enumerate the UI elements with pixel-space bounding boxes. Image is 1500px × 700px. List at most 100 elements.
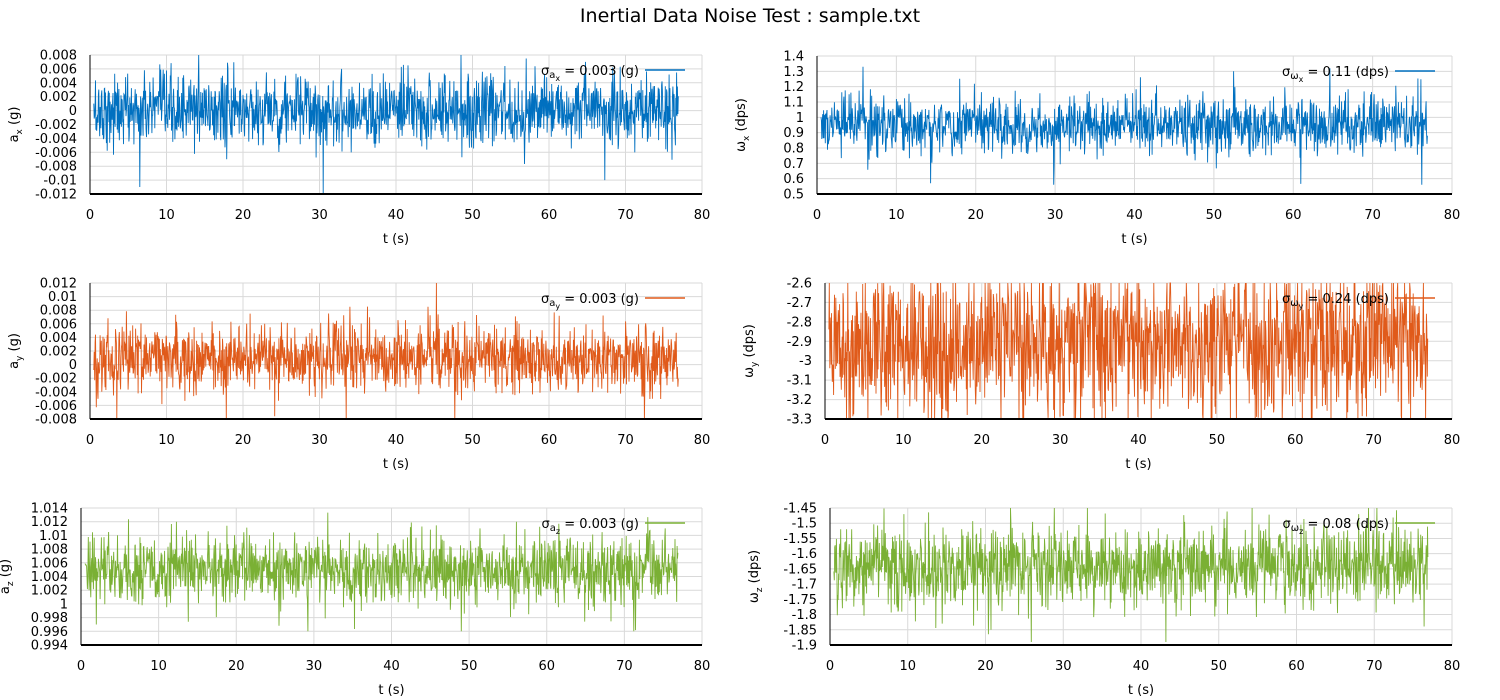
x-tick-label: 50: [464, 433, 481, 448]
x-axis-label: t (s): [1125, 457, 1151, 472]
x-tick-label: 80: [1444, 433, 1461, 448]
y-axis-label: ωy (dps): [742, 324, 760, 378]
legend-label: σay = 0.003 (g): [541, 292, 639, 311]
x-tick-label: 20: [235, 433, 252, 448]
series-line: [820, 66, 1428, 185]
x-tick-label: 30: [311, 433, 328, 448]
legend: σaz = 0.003 (g): [542, 517, 685, 536]
y-tick-label: 1: [796, 111, 804, 126]
legend-label: σωy = 0.24 (dps): [1282, 292, 1389, 311]
y-tick-label: -3.2: [787, 393, 812, 408]
y-tick-label: 0.9: [783, 126, 804, 141]
y-tick-label: 0.6: [783, 172, 804, 187]
y-tick-label: 0.998: [31, 611, 68, 626]
x-tick-label: 50: [461, 659, 478, 674]
x-tick-label: 60: [1285, 208, 1302, 223]
legend: σωx = 0.11 (dps): [1282, 65, 1435, 84]
y-tick-label: 1.004: [31, 570, 68, 585]
y-tick-label: 1.012: [31, 515, 68, 530]
x-tick-label: 60: [1287, 433, 1304, 448]
y-tick-label: 0.002: [40, 345, 77, 360]
x-tick-label: 0: [86, 208, 94, 223]
x-tick-label: 10: [150, 659, 167, 674]
subplot-ay: 0 10 20 30 40 50 60 70 80 -0.008-0.006-0.004-0.00…: [7, 277, 710, 473]
subplot-az: 0 10 20 30 40 50 60 70 800.9940.9960.99811.0021.…: [0, 502, 710, 699]
x-tick-label: 80: [694, 659, 711, 674]
x-tick-label: 70: [617, 208, 634, 223]
y-tick-label: 1.01: [39, 529, 68, 544]
y-axis-label: az (g): [0, 559, 16, 594]
y-axis-label: ωz (dps): [747, 550, 765, 603]
x-tick-label: 70: [1366, 659, 1383, 674]
y-tick-label: -0.008: [35, 160, 77, 175]
series-line: [93, 54, 679, 195]
x-tick-label: 10: [158, 433, 175, 448]
y-tick-label: -3: [799, 354, 812, 369]
x-tick-label: 10: [158, 208, 175, 223]
x-axis-label: t (s): [383, 457, 409, 472]
y-tick-label: -2.6: [787, 277, 812, 292]
y-tick-label: -0.01: [43, 174, 77, 189]
x-tick-label: 0: [77, 659, 85, 674]
y-tick-label: -0.002: [35, 118, 77, 133]
x-tick-label: 50: [1209, 433, 1226, 448]
x-tick-label: 30: [306, 659, 323, 674]
y-tick-label: 0.004: [40, 331, 77, 346]
x-tick-label: 60: [541, 208, 558, 223]
y-tick-label: -1.55: [783, 532, 817, 547]
y-tick-label: 1.4: [783, 50, 804, 65]
y-tick-label: 0.994: [31, 639, 68, 654]
legend: σax = 0.003 (g): [541, 64, 685, 83]
x-tick-label: 30: [1055, 659, 1072, 674]
x-tick-label: 0: [821, 433, 829, 448]
x-tick-label: 80: [1444, 208, 1461, 223]
figure-title: Inertial Data Noise Test : sample.txt: [579, 5, 921, 27]
x-tick-label: 40: [383, 659, 400, 674]
series-line: [84, 512, 679, 632]
x-tick-label: 20: [977, 659, 994, 674]
y-tick-label: -1.7: [792, 578, 817, 593]
x-tick-label: 10: [899, 659, 916, 674]
x-tick-label: 40: [1133, 659, 1150, 674]
y-tick-label: 0.01: [48, 290, 77, 305]
y-tick-label: -0.008: [35, 413, 77, 428]
legend: σay = 0.003 (g): [541, 292, 685, 311]
x-tick-label: 0: [813, 208, 821, 223]
y-tick-label: 1: [60, 597, 68, 612]
y-tick-label: -0.004: [35, 132, 77, 147]
x-tick-label: 70: [1365, 433, 1382, 448]
legend-label: σaz = 0.003 (g): [542, 517, 640, 536]
x-tick-label: 80: [694, 433, 711, 448]
x-tick-label: 20: [967, 208, 984, 223]
y-tick-label: -1.9: [792, 639, 817, 654]
y-tick-label: -1.85: [783, 623, 817, 638]
y-tick-label: 0.008: [40, 49, 77, 64]
x-axis-label: t (s): [1121, 232, 1147, 247]
x-tick-label: 40: [1126, 208, 1143, 223]
subplot-ax: 0 10 20 30 40 50 60 70 80 -0.012-0.01-0.008-0.006…: [7, 49, 710, 248]
x-tick-label: 0: [826, 659, 834, 674]
y-tick-label: 0.006: [40, 62, 77, 77]
y-axis-label: ax (g): [7, 107, 25, 143]
y-tick-label: -3.3: [787, 413, 812, 428]
subplot-wy: 0 10 20 30 40 50 60 70 80 -3.3 -3.2 -3.1 -3 -2.9 -2.8 -…: [742, 277, 1460, 473]
x-tick-label: 60: [538, 659, 555, 674]
y-tick-label: 1.008: [31, 543, 68, 558]
x-tick-label: 40: [388, 433, 405, 448]
x-tick-label: 70: [1364, 208, 1381, 223]
y-tick-label: 0.8: [783, 142, 804, 157]
y-tick-label: -2.7: [787, 296, 812, 311]
y-tick-label: -0.004: [35, 385, 77, 400]
y-tick-label: -0.006: [35, 146, 77, 161]
x-axis-label: t (s): [378, 683, 404, 698]
y-tick-label: -0.006: [35, 399, 77, 414]
x-tick-label: 40: [388, 208, 405, 223]
series-line: [93, 282, 679, 420]
y-tick-label: -1.6: [792, 547, 817, 562]
x-tick-label: 10: [895, 433, 912, 448]
y-tick-label: 1.3: [783, 65, 804, 80]
y-tick-label: -1.5: [792, 517, 817, 532]
legend-label: σωz = 0.08 (dps): [1283, 517, 1389, 536]
y-tick-label: 1.014: [31, 502, 68, 517]
subplot-wz: 0 10 20 30 40 50 60 70 80-1.9-1.85-1.8-1.75-1.7-…: [747, 502, 1460, 699]
